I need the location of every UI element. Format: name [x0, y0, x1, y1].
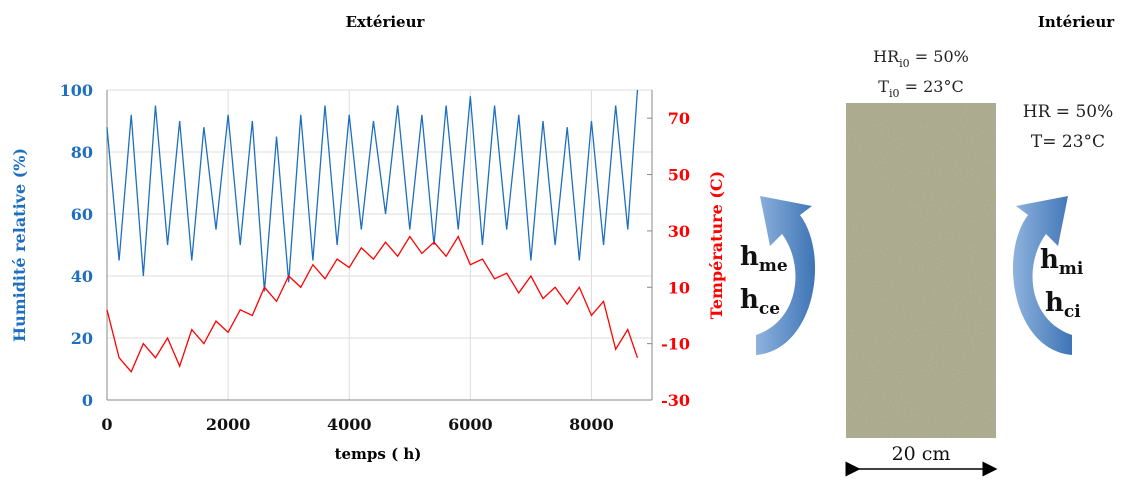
y-tick-label: 80	[71, 143, 93, 162]
exterior-arrow	[756, 196, 816, 355]
exterior-title: Extérieur	[346, 13, 426, 31]
thickness-label: 20 cm	[892, 443, 951, 465]
y2-tick-label: -10	[661, 335, 690, 354]
y2-tick-label: 70	[668, 109, 690, 128]
x-tick-label: 6000	[448, 415, 493, 434]
wall-texture	[846, 103, 996, 438]
interior-hr: HR = 50%	[1023, 102, 1113, 122]
y2-axis-label: Température (C)	[707, 171, 726, 319]
y-tick-label: 40	[71, 267, 93, 286]
y2-tick-label: 30	[668, 222, 690, 241]
h-mi: hmi	[1040, 245, 1084, 279]
interior-arrow	[1012, 196, 1072, 355]
y-tick-label: 60	[71, 205, 93, 224]
series-line	[106, 235, 639, 374]
x-tick-label: 4000	[327, 415, 372, 434]
initial-t: Ti0 = 23°C	[878, 77, 963, 100]
h-me: hme	[740, 242, 788, 276]
series-line	[106, 89, 639, 292]
y-tick-label: 100	[60, 81, 93, 100]
plot: 0 2000 4000 6000 8000 0 20 40 60 80 100 -30 -10 10 30 5…	[60, 81, 690, 434]
h-ci: hci	[1045, 288, 1081, 322]
y2-tick-label: 50	[668, 166, 690, 185]
x-tick-label: 0	[101, 415, 112, 434]
y2-tick-label: -30	[661, 391, 690, 410]
interior-t: T= 23°C	[1031, 132, 1105, 152]
h-ce: hce	[740, 285, 780, 319]
y-tick-label: 0	[82, 391, 93, 410]
x-tick-label: 2000	[206, 415, 251, 434]
y-axis-label: Humidité relative (%)	[10, 148, 29, 342]
initial-hr: HRi0 = 50%	[873, 47, 969, 70]
interior-title: Intérieur	[1038, 13, 1115, 31]
x-tick-label: 8000	[569, 415, 614, 434]
y2-tick-label: 10	[668, 278, 690, 297]
y-tick-label: 20	[71, 329, 93, 348]
x-axis-label: temps ( h)	[335, 445, 422, 463]
